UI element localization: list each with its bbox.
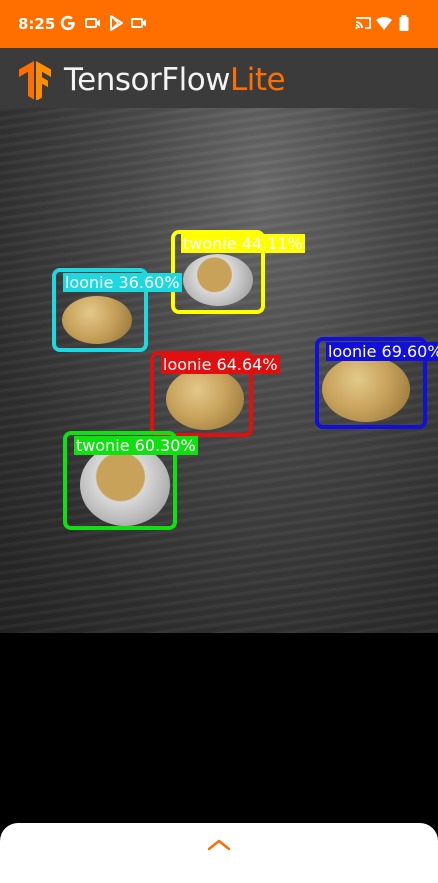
detection-label: loonie 64.64%: [161, 355, 280, 374]
app-bar: TensorFlowLite: [0, 48, 438, 108]
coin-image: [166, 368, 244, 430]
app-title-main: TensorFlow: [64, 62, 231, 98]
detection-label: loonie 36.60%: [63, 273, 182, 292]
detection-box: [315, 337, 427, 429]
status-bar: 8:25: [0, 0, 438, 48]
app-title: TensorFlowLite: [64, 62, 286, 98]
coin-image: [62, 296, 132, 344]
google-icon: [60, 15, 75, 31]
coin-image: [322, 356, 410, 422]
detection-label: twonie 60.30%: [74, 436, 198, 455]
bottom-sheet[interactable]: [0, 823, 438, 883]
video-camera-icon: [85, 18, 100, 28]
detection-box: [171, 230, 265, 314]
chevron-up-icon[interactable]: [207, 837, 231, 851]
tensorflow-logo-icon: [19, 61, 51, 100]
detection-label: twonie 44.11%: [181, 234, 305, 253]
cast-icon: [355, 17, 371, 30]
camera-preview[interactable]: twonie 44.11% loonie 36.60% loonie 64.64…: [0, 108, 438, 633]
detection-label: loonie 69.60%: [326, 342, 438, 361]
detection-box: [150, 351, 253, 437]
wifi-icon: [376, 16, 392, 30]
coin-image: [183, 254, 253, 306]
coin-image: [80, 444, 170, 526]
app-title-accent: Lite: [230, 62, 286, 98]
battery-icon: [399, 15, 409, 31]
status-time: 8:25: [18, 15, 56, 33]
video-camera-icon: [131, 18, 146, 28]
detection-box: [52, 268, 148, 352]
play-store-icon: [110, 15, 123, 31]
detection-box: [63, 431, 177, 530]
